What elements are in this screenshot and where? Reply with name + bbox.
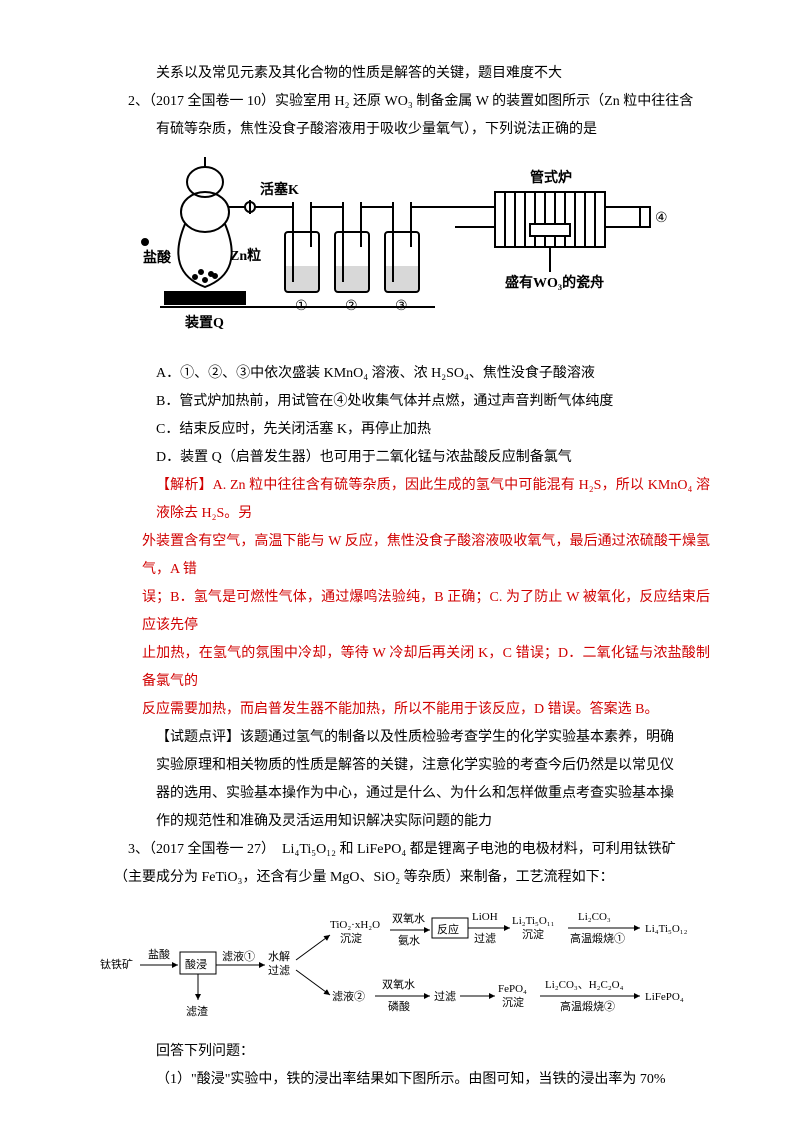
svg-text:装置Q: 装置Q — [184, 314, 224, 331]
svg-text:高温煅烧②: 高温煅烧② — [560, 999, 615, 1013]
svg-text:滤渣: 滤渣 — [186, 1004, 208, 1018]
svg-text:磷酸: 磷酸 — [388, 999, 410, 1013]
svg-text:滤液①: 滤液① — [222, 949, 255, 963]
comment-line: 实验原理和相关物质的性质是解答的关键，注意化学实验的考查今后仍然是以常见仪 — [100, 752, 710, 780]
svg-text:②: ② — [345, 299, 358, 314]
comment-line: 【试题点评】该题通过氢气的制备以及性质检验考查学生的化学实验基本素养，明确 — [100, 724, 710, 752]
apparatus-figure: 活塞K Zn粒 盐酸 装置Q ① ② ③ ④ 管式炉 盛有WO₃的瓷舟 — [100, 152, 710, 352]
q2-line1: 2、（2017 全国卷一 10）实验室用 H₂ 还原 WO₃ 制备金属 W 的装… — [100, 88, 710, 116]
comment-line: 作的规范性和准确及灵活运用知识解决实际问题的能力 — [100, 808, 710, 836]
answer-prompt: 回答下列问题： — [100, 1038, 710, 1066]
svg-text:③: ③ — [395, 299, 408, 314]
analysis-line: 止加热，在氢气的氛围中冷却，等待 W 冷却后再关闭 K，C 错误；D．二氧化锰与… — [100, 640, 710, 696]
option-b: B．管式炉加热前，用试管在④处收集气体并点燃，通过声音判断气体纯度 — [100, 388, 710, 416]
intro-text: 关系以及常见元素及其化合物的性质是解答的关键，题目难度不大 — [100, 60, 710, 88]
analysis-line: 【解析】A. Zn 粒中往往含有硫等杂质，因此生成的氢气中可能混有 H₂S，所以… — [100, 472, 710, 528]
svg-text:酸浸: 酸浸 — [185, 957, 207, 971]
svg-text:Zn粒: Zn粒 — [230, 247, 261, 264]
svg-text:盐酸: 盐酸 — [143, 249, 172, 266]
analysis-line: 反应需要加热，而启普发生器不能加热，所以不能用于该反应，D 错误。答案选 B。 — [100, 696, 710, 724]
svg-text:LiOH: LiOH — [472, 911, 498, 923]
analysis-line: 外装置含有空气，高温下能与 W 反应，焦性没食子酸溶液吸收氧气，最后通过浓硫酸干… — [100, 528, 710, 584]
analysis-line: 误；B．氢气是可燃性气体，通过爆鸣法验纯，B 正确；C. 为了防止 W 被氧化，… — [100, 584, 710, 640]
svg-text:Li₂CO₃: Li₂CO₃ — [578, 911, 611, 923]
svg-text:沉淀: 沉淀 — [502, 995, 524, 1009]
q2-line2: 有硫等杂质，焦性没食子酸溶液用于吸收少量氧气），下列说法正确的是 — [100, 116, 710, 144]
svg-text:反应: 反应 — [437, 922, 459, 936]
svg-text:过滤: 过滤 — [474, 932, 496, 945]
q3-line1: 3、（2017 全国卷一 27） Li₄Ti₅O₁₂ 和 LiFePO₄ 都是锂… — [100, 836, 710, 864]
option-a: A．①、②、③中依次盛装 KMnO₄ 溶液、浓 H₂SO₄、焦性没食子酸溶液 — [100, 360, 710, 388]
svg-text:盛有WO₃的瓷舟: 盛有WO₃的瓷舟 — [505, 274, 604, 291]
svg-text:Li₂Ti₅O₁₁: Li₂Ti₅O₁₁ — [512, 915, 555, 927]
svg-text:氨水: 氨水 — [398, 934, 420, 947]
svg-text:水解: 水解 — [268, 949, 290, 963]
svg-text:FePO₄: FePO₄ — [498, 983, 527, 995]
comment-line: 器的选用、实验基本操作为中心，通过是什么、为什么和怎样做重点考查实验基本操 — [100, 780, 710, 808]
svg-text:管式炉: 管式炉 — [530, 169, 572, 186]
svg-text:过滤: 过滤 — [434, 990, 456, 1003]
svg-text:沉淀: 沉淀 — [340, 931, 362, 945]
option-c: C．结束反应时，先关闭活塞 K，再停止加热 — [100, 416, 710, 444]
svg-text:双氧水: 双氧水 — [392, 911, 425, 925]
svg-text:高温煅烧①: 高温煅烧① — [570, 931, 625, 945]
option-d: D．装置 Q（启普发生器）也可用于二氧化锰与浓盐酸反应制备氯气 — [100, 444, 710, 472]
answer-line1: （1）"酸浸"实验中，铁的浸出率结果如下图所示。由图可知，当铁的浸出率为 70% — [100, 1066, 710, 1094]
svg-text:双氧水: 双氧水 — [382, 977, 415, 991]
svg-text:①: ① — [295, 299, 308, 314]
svg-text:Li₄Ti₅O₁₂: Li₄Ti₅O₁₂ — [645, 923, 688, 935]
svg-text:盐酸: 盐酸 — [148, 947, 170, 961]
svg-text:沉淀: 沉淀 — [522, 927, 544, 941]
q3-line2: （主要成分为 FeTiO₃，还含有少量 MgO、SiO₂ 等杂质）来制备，工艺流… — [100, 864, 710, 892]
svg-text:Li₂CO₃、H₂C₂O₄: Li₂CO₃、H₂C₂O₄ — [545, 979, 624, 991]
svg-text:活塞K: 活塞K — [260, 181, 299, 198]
flowchart-figure: 钛铁矿 盐酸 酸浸 滤渣 滤液① 水解 过滤 TiO₂·xH₂O 沉淀 双氧水 … — [100, 900, 710, 1030]
svg-text:LiFePO₄: LiFePO₄ — [645, 991, 684, 1003]
svg-text:钛铁矿: 钛铁矿 — [100, 957, 133, 971]
svg-text:滤液②: 滤液② — [332, 989, 365, 1003]
svg-text:④: ④ — [655, 211, 668, 226]
svg-text:TiO₂·xH₂O: TiO₂·xH₂O — [330, 919, 380, 931]
svg-text:过滤: 过滤 — [268, 964, 290, 977]
